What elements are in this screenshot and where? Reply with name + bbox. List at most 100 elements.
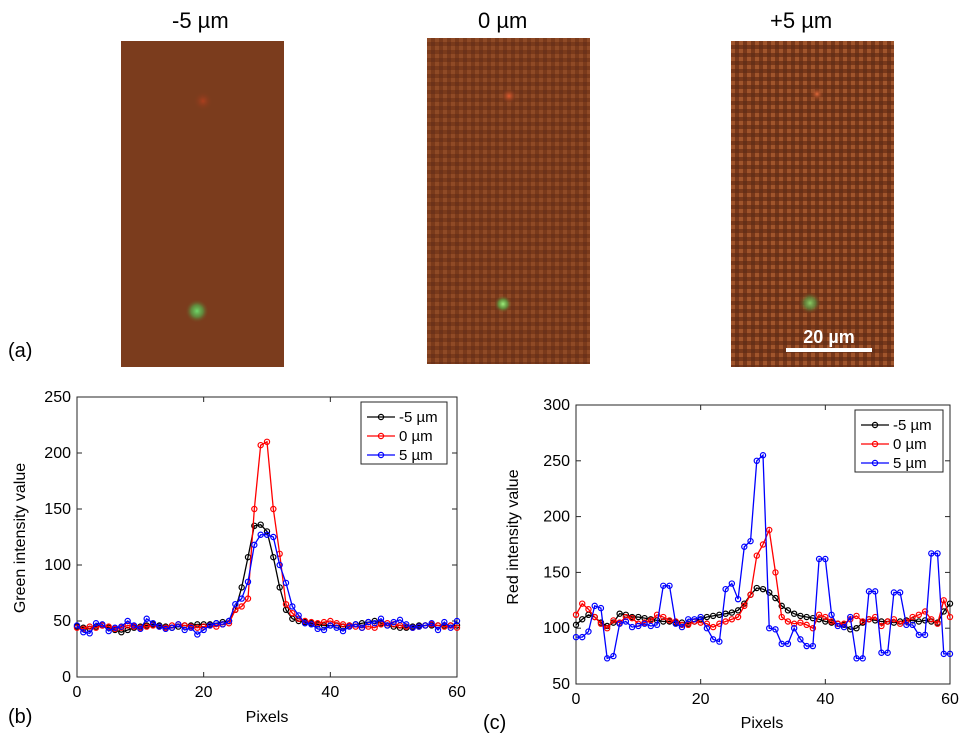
data-point-0 (358, 620, 366, 627)
data-point-1 (610, 617, 617, 624)
data-point-2 (797, 636, 804, 643)
data-point-0 (194, 621, 201, 628)
data-point-2 (149, 620, 157, 627)
data-point-2 (759, 452, 767, 459)
data-point-2 (728, 580, 736, 587)
data-point-1 (709, 623, 717, 631)
data-point-2 (915, 631, 923, 639)
data-point-1 (327, 617, 334, 625)
data-point-2 (422, 622, 429, 629)
legend-marker (377, 451, 385, 459)
data-point-0 (734, 607, 742, 614)
series-line-2 (76, 534, 458, 636)
data-point-0 (915, 618, 923, 625)
x-tick-label: 20 (692, 691, 710, 708)
x-axis-label: Pixels (246, 709, 289, 726)
data-point-1 (815, 611, 823, 619)
data-point-2 (80, 628, 87, 636)
data-point-2 (295, 612, 302, 619)
data-point-2 (358, 624, 366, 631)
y-tick-label: 0 (62, 669, 71, 686)
panel-label-c: (c) (483, 712, 507, 734)
data-point-2 (124, 617, 131, 625)
micrograph-minus5 (121, 41, 284, 367)
data-point-2 (603, 655, 611, 662)
data-point-0 (703, 613, 711, 621)
data-point-1 (828, 618, 835, 625)
data-point-1 (603, 624, 611, 632)
data-point-2 (803, 642, 810, 650)
legend-label: 5 µm (893, 455, 927, 472)
green-intensity-chart: Green intensity value Pixels 0 20 40 60 0 50 1… (12, 389, 466, 726)
data-point-2 (635, 622, 642, 630)
data-point-1 (772, 569, 779, 576)
y-tick-label: 150 (543, 564, 570, 581)
legend: -5 µm 0 µm 5 µm (854, 409, 944, 473)
data-point-2 (105, 627, 112, 635)
x-tick-label: 20 (195, 684, 213, 701)
data-point-0 (572, 621, 580, 629)
data-point-2 (716, 638, 723, 645)
data-point-0 (709, 612, 717, 620)
micrograph-0 (427, 38, 590, 364)
data-point-1 (790, 620, 798, 627)
data-point-1 (653, 611, 661, 619)
data-point-0 (946, 600, 954, 607)
data-point-1 (333, 620, 340, 627)
data-point-2 (809, 642, 817, 650)
data-point-2 (219, 621, 226, 628)
data-point-2 (352, 621, 359, 628)
data-point-1 (579, 600, 586, 607)
data-point-1 (778, 613, 785, 621)
data-point-1 (660, 613, 667, 621)
data-point-0 (320, 622, 328, 629)
data-point-1 (585, 606, 592, 613)
data-point-0 (772, 594, 779, 602)
data-point-2 (579, 633, 586, 641)
data-point-0 (251, 522, 258, 529)
legend-marker (377, 413, 385, 421)
data-point-1 (181, 622, 188, 629)
red-intensity-chart: Red intensity value Pixels 0 20 40 60 50 100 1… (505, 397, 959, 730)
data-point-2 (339, 627, 347, 635)
data-point-0 (803, 613, 810, 621)
data-point-0 (257, 521, 264, 528)
data-point-2 (396, 616, 404, 624)
scale-bar-label: 20 µm (803, 327, 854, 347)
data-point-1 (666, 617, 673, 624)
micrograph-plus5: 20 µm (731, 41, 894, 367)
data-point-2 (251, 541, 258, 549)
data-point-1 (921, 608, 929, 615)
data-point-1 (809, 624, 817, 632)
data-point-2 (772, 626, 779, 633)
data-point-2 (815, 555, 823, 563)
data-point-2 (747, 537, 754, 545)
red-spot (501, 88, 517, 104)
data-point-1 (124, 622, 131, 629)
data-point-1 (722, 618, 729, 625)
y-axis-label: Green intensity value (12, 463, 29, 613)
data-point-1 (853, 612, 860, 620)
data-point-2 (641, 620, 648, 627)
data-point-2 (320, 626, 328, 634)
data-point-1 (766, 526, 773, 534)
data-point-1 (803, 621, 810, 629)
data-point-2 (181, 626, 188, 634)
data-point-2 (257, 531, 264, 538)
data-point-2 (276, 561, 283, 569)
data-point-1 (453, 624, 461, 631)
y-tick-label: 100 (543, 620, 570, 637)
data-point-2 (213, 620, 220, 627)
data-point-2 (73, 622, 81, 629)
data-point-2 (628, 623, 636, 631)
data-point-1 (797, 619, 804, 626)
data-point-2 (591, 602, 598, 610)
micrograph-title-minus5: -5 µm (172, 8, 229, 33)
data-point-1 (753, 552, 760, 559)
data-point-2 (622, 618, 630, 625)
data-point-2 (371, 620, 378, 627)
data-point-2 (453, 617, 461, 625)
data-point-2 (597, 604, 605, 612)
data-point-0 (263, 528, 271, 535)
data-point-1 (441, 623, 448, 630)
